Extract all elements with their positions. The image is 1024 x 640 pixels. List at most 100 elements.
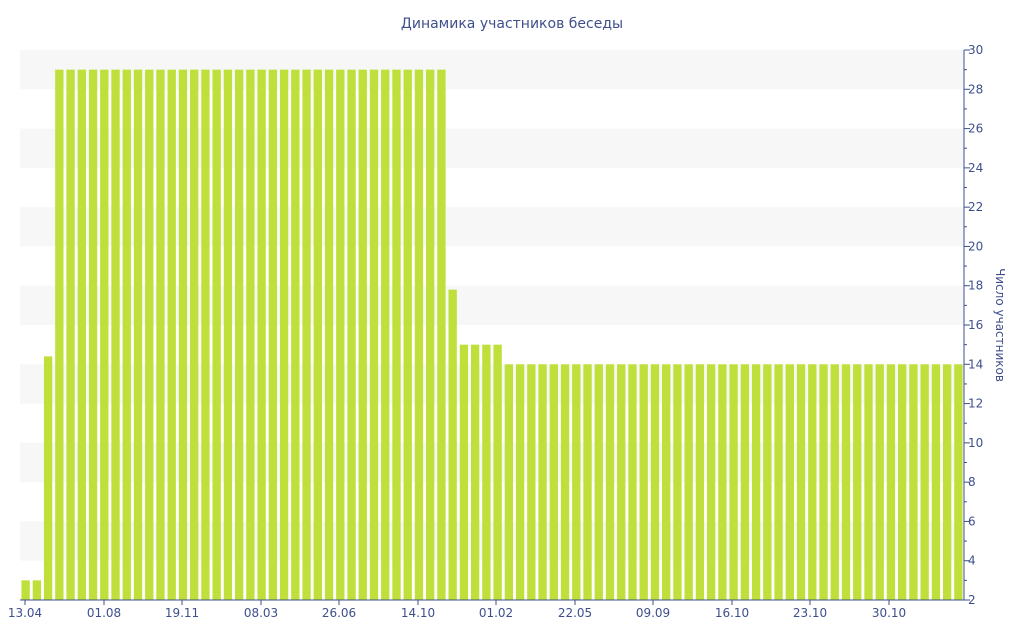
bar [549, 364, 558, 600]
bar [43, 356, 53, 600]
bar [21, 580, 30, 600]
bar [234, 69, 244, 600]
bar [954, 364, 963, 600]
bar [605, 364, 615, 600]
bar [414, 69, 424, 600]
x-tick-label: 19.11 [165, 606, 199, 620]
x-tick-label: 01.08 [87, 606, 121, 620]
bar [55, 69, 64, 600]
y-tick-label: 12 [968, 397, 983, 411]
y-tick-label: 14 [968, 357, 983, 371]
bar [302, 69, 311, 600]
bar [66, 69, 75, 600]
x-tick-label: 23.10 [793, 606, 827, 620]
bar [572, 364, 581, 600]
bar [898, 364, 907, 600]
x-tick-label: 08.03 [244, 606, 278, 620]
bar [347, 69, 356, 600]
bar [324, 69, 334, 600]
bar [763, 364, 772, 600]
bar [178, 69, 188, 600]
bar [628, 364, 637, 600]
y-tick-label: 22 [968, 200, 983, 214]
x-tick-label: 13.04 [8, 606, 42, 620]
bar [639, 364, 648, 600]
bar [268, 69, 278, 600]
bar [156, 69, 165, 600]
y-tick-label: 18 [968, 279, 983, 293]
bar [841, 364, 851, 600]
y-tick-label: 2 [968, 593, 976, 607]
grid-band [20, 285, 964, 325]
y-tick-label: 24 [968, 161, 983, 175]
grid-band [20, 207, 964, 247]
bar [706, 364, 716, 600]
bar [909, 364, 918, 600]
y-tick-label: 28 [968, 82, 983, 96]
y-tick-label: 8 [968, 475, 976, 489]
bar [684, 364, 693, 600]
bar [662, 364, 671, 600]
bar [886, 364, 896, 600]
bar [774, 364, 783, 600]
bar [830, 364, 839, 600]
bar-series [21, 69, 963, 600]
bar [695, 364, 705, 600]
bar [246, 69, 255, 600]
x-tick-label: 22.05 [558, 606, 592, 620]
plot-bands [20, 50, 964, 561]
bar [942, 364, 952, 600]
bar [740, 364, 750, 600]
bar [313, 69, 322, 600]
bar [145, 69, 154, 600]
y-axis-label: Число участников [993, 268, 1007, 382]
bar [650, 364, 660, 600]
bar [751, 364, 761, 600]
bar [920, 364, 929, 600]
bar [482, 344, 491, 600]
y-tick-label: 10 [968, 436, 983, 450]
bar [336, 69, 345, 600]
bar [594, 364, 603, 600]
bar [291, 69, 300, 600]
bar [459, 344, 469, 600]
bar [426, 69, 435, 600]
bar [223, 69, 233, 600]
x-tick-label: 16.10 [715, 606, 749, 620]
chart-title: Динамика участников беседы [401, 16, 623, 32]
bar [538, 364, 547, 600]
x-tick-label: 30.10 [872, 606, 906, 620]
grid-band [20, 128, 964, 168]
bar [527, 364, 536, 600]
grid-band [20, 50, 964, 90]
bar [381, 69, 390, 600]
bar [785, 364, 794, 600]
bar [32, 580, 42, 600]
bar [515, 364, 525, 600]
bar [853, 364, 862, 600]
bar [819, 364, 828, 600]
x-tick-label: 09.09 [636, 606, 670, 620]
bar [201, 69, 210, 600]
bar [358, 69, 367, 600]
bar [583, 364, 592, 600]
bar [493, 344, 502, 600]
bar [673, 364, 682, 600]
bar [729, 364, 738, 600]
bar [403, 69, 412, 600]
bar [279, 69, 289, 600]
grid-band [20, 521, 964, 561]
x-tick-label: 14.10 [401, 606, 435, 620]
bar [122, 69, 131, 600]
bar [212, 69, 221, 600]
bar [437, 69, 446, 600]
bar [931, 364, 941, 600]
bar [617, 364, 626, 600]
bar [470, 344, 480, 600]
bar [808, 364, 817, 600]
bar [88, 69, 98, 600]
bar [392, 69, 401, 600]
bar [718, 364, 727, 600]
bar [100, 69, 109, 600]
